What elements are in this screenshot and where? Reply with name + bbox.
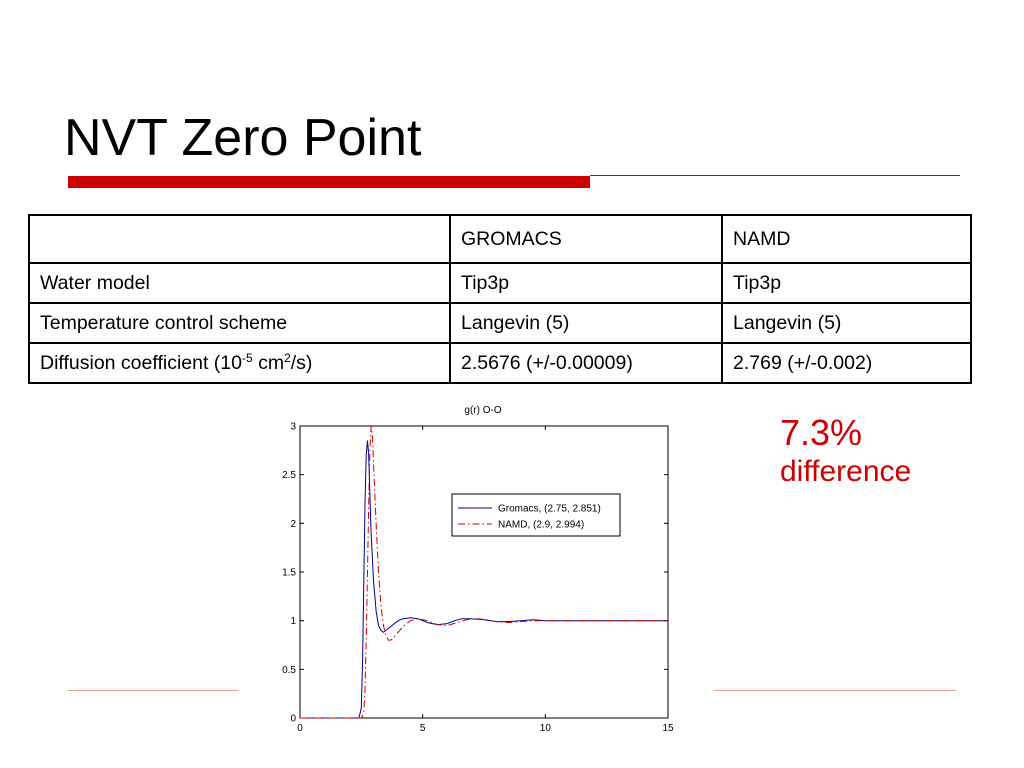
x-tick-label: 5 — [420, 723, 426, 734]
row-label-diffusion-coefficient: Diffusion coefficient (10-5 cm2/s) — [28, 342, 451, 384]
difference-value: 7.3% — [780, 412, 863, 453]
cell-namd-water-model: Tip3p — [721, 262, 972, 304]
chart-axes: 0 5 10 15 0 0.5 1 1.5 2 2.5 3 — [282, 422, 674, 735]
diffusion-unit-cm: cm — [252, 351, 285, 374]
chart-title: g(r) O-O — [464, 405, 501, 416]
header-cell-gromacs: GROMACS — [449, 214, 723, 264]
title-underline-thin — [590, 175, 960, 176]
x-tick-label: 15 — [662, 723, 674, 734]
header-cell-empty — [28, 214, 451, 264]
y-tick-label: 0.5 — [282, 665, 296, 676]
y-tick-label: 0 — [290, 714, 296, 725]
y-tick-label: 3 — [290, 422, 296, 433]
diffusion-label-text: Diffusion coefficient (10 — [40, 351, 242, 374]
plot-frame — [299, 425, 669, 719]
y-tick-label: 1 — [290, 616, 296, 627]
legend-label: Gromacs, (2.75, 2.851) — [498, 504, 601, 515]
slide-title: NVT Zero Point — [64, 109, 422, 167]
legend-label: NAMD, (2.9, 2.994) — [498, 520, 584, 531]
series-line-gromacs — [300, 440, 668, 719]
chart-legend: Gromacs, (2.75, 2.851) NAMD, (2.9, 2.994) — [451, 493, 621, 537]
title-underline-thick — [68, 176, 590, 188]
row-label-water-model: Water model — [28, 262, 451, 304]
diffusion-unit-per-second: /s) — [290, 351, 313, 374]
y-tick-label: 2.5 — [282, 470, 296, 481]
cell-gromacs-water-model: Tip3p — [449, 262, 723, 304]
series-line-namd — [300, 426, 668, 719]
cell-namd-diffusion-coefficient: 2.769 (+/-0.002) — [721, 342, 972, 384]
difference-label: difference — [780, 455, 912, 488]
comparison-table: GROMACS NAMD Water model Tip3p Tip3p Tem… — [28, 214, 972, 384]
footer-rule-right — [714, 690, 956, 691]
difference-note: 7.3% difference — [780, 412, 911, 490]
y-tick-label: 2 — [290, 519, 296, 530]
cell-namd-temperature-control: Langevin (5) — [721, 302, 972, 344]
legend-box — [451, 493, 621, 537]
table-row: Temperature control scheme Langevin (5) … — [28, 302, 972, 344]
diffusion-unit-exponent: 2 — [284, 350, 291, 365]
table-row: Water model Tip3p Tip3p — [28, 262, 972, 304]
diffusion-exponent: -5 — [241, 350, 253, 365]
cell-gromacs-temperature-control: Langevin (5) — [449, 302, 723, 344]
row-label-temperature-control: Temperature control scheme — [28, 302, 451, 344]
y-tick-label: 1.5 — [282, 568, 296, 579]
x-tick-label: 0 — [297, 723, 303, 734]
table-header-row: GROMACS NAMD — [28, 214, 972, 264]
chart-series-group — [300, 426, 668, 719]
table-row: Diffusion coefficient (10-5 cm2/s) 2.567… — [28, 342, 972, 384]
footer-rule-left — [68, 690, 238, 691]
header-cell-namd: NAMD — [721, 214, 972, 264]
gr-chart: g(r) O-O 0 5 10 15 0 0.5 1 1.5 2 2.5 3 Gromacs, (2… — [282, 405, 674, 735]
cell-gromacs-diffusion-coefficient: 2.5676 (+/-0.00009) — [449, 342, 723, 384]
x-tick-label: 10 — [540, 723, 552, 734]
